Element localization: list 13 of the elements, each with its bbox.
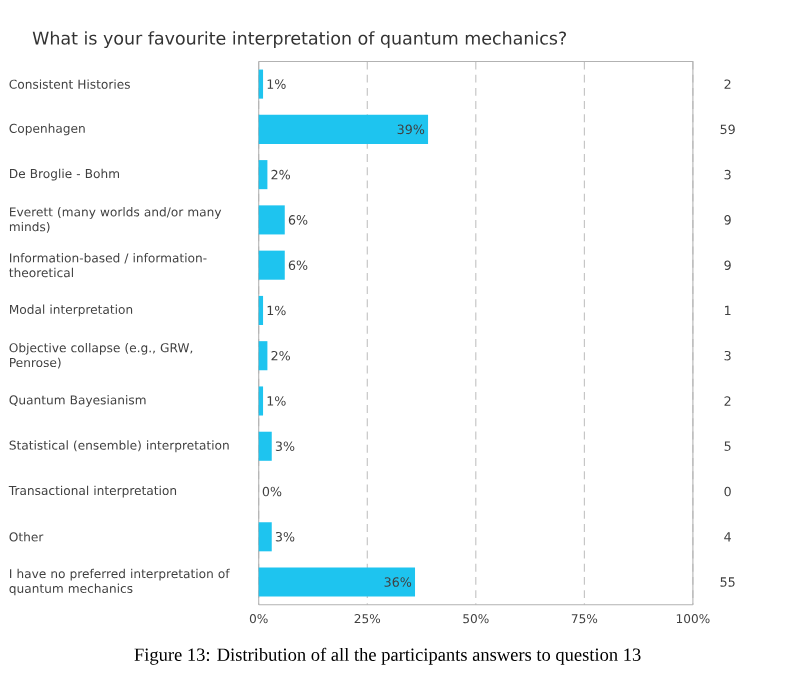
- bar: [258, 341, 268, 371]
- caption: Figure 13: Distribution of all the participants answers to question 13: [134, 647, 641, 665]
- bar: [258, 295, 264, 325]
- bar: [258, 69, 264, 99]
- bar: [258, 250, 285, 280]
- bar: [258, 205, 285, 235]
- bar: [258, 160, 268, 190]
- bar: [258, 522, 272, 552]
- bar: [258, 567, 416, 597]
- bar: [258, 114, 429, 144]
- chart-title: What is your favourite interpretation of quantum mechanics?: [32, 31, 566, 49]
- bar: [258, 431, 272, 461]
- bar: [258, 386, 264, 416]
